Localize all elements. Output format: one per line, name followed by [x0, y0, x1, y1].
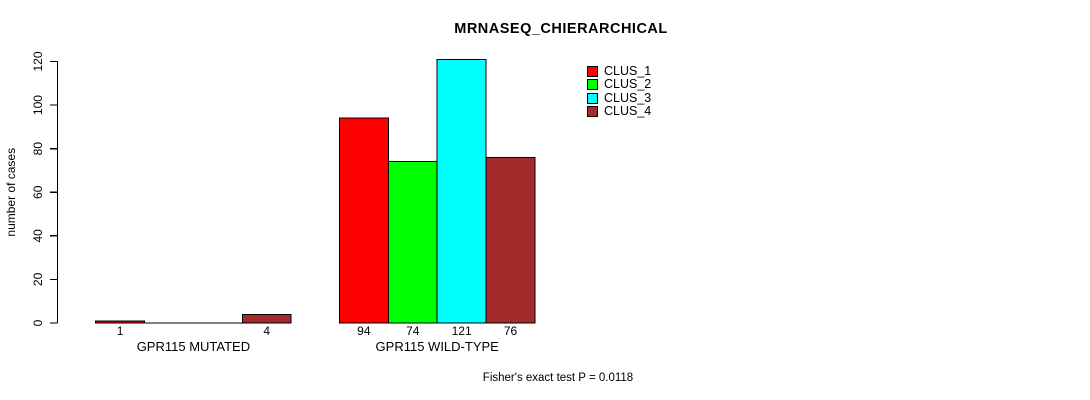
legend: CLUS_1 CLUS_2 CLUS_3 CLUS_4: [587, 64, 652, 120]
y-axis-title: number of cases: [4, 148, 18, 237]
y-tick-label: 40: [31, 229, 45, 243]
bar-gpr115-mutated-clus-4: [241, 313, 292, 324]
legend-label-clus-3: CLUS_3: [604, 90, 652, 105]
bar-gpr115-wild-type-clus-4: [485, 156, 536, 324]
bar-gpr115-wild-type-clus-3: [436, 58, 487, 324]
y-tick-label: 0: [31, 319, 45, 326]
legend-item-clus-3: CLUS_3: [587, 90, 652, 105]
bar-gpr115-mutated-clus-1: [95, 320, 145, 324]
bar-value-label-gpr115-mutated-clus-4: 4: [263, 324, 270, 338]
legend-label-clus-2: CLUS_2: [604, 77, 652, 92]
legend-item-clus-4: CLUS_4: [587, 104, 652, 119]
legend-swatch-clus-1: [587, 66, 598, 77]
bar-value-label-gpr115-mutated-clus-1: 1: [117, 324, 124, 338]
legend-swatch-clus-3: [587, 92, 598, 104]
bar-value-label-gpr115-wild-type-clus-3: 121: [452, 324, 472, 338]
bar-gpr115-wild-type-clus-2: [387, 161, 438, 324]
legend-item-clus-2: CLUS_2: [587, 77, 652, 92]
y-tick-label: 100: [31, 95, 45, 115]
bar-value-label-gpr115-wild-type-clus-4: 76: [504, 324, 518, 338]
bar-value-label-gpr115-wild-type-clus-1: 94: [357, 324, 371, 338]
legend-item-clus-1: CLUS_1: [587, 64, 652, 78]
y-tick-label: 20: [31, 272, 45, 286]
y-tick-label: 120: [31, 51, 45, 71]
annotation-fisher-test: Fisher's exact test P = 0.0118: [482, 372, 634, 384]
legend-swatch-clus-2: [587, 79, 598, 91]
chart-title: MRNASEQ_CHIERARCHICAL: [454, 21, 668, 37]
y-tick-label: 80: [31, 142, 45, 156]
group-label-gpr115-wild-type: GPR115 WILD-TYPE: [376, 339, 500, 354]
legend-label-clus-1: CLUS_1: [604, 64, 652, 78]
bar-value-label-gpr115-wild-type-clus-2: 74: [406, 324, 420, 338]
legend-swatch-clus-4: [587, 106, 598, 118]
group-label-gpr115-mutated: GPR115 MUTATED: [137, 339, 250, 354]
bar-gpr115-wild-type-clus-1: [338, 117, 389, 324]
legend-label-clus-4: CLUS_4: [604, 104, 652, 119]
y-tick-label: 60: [31, 185, 45, 199]
